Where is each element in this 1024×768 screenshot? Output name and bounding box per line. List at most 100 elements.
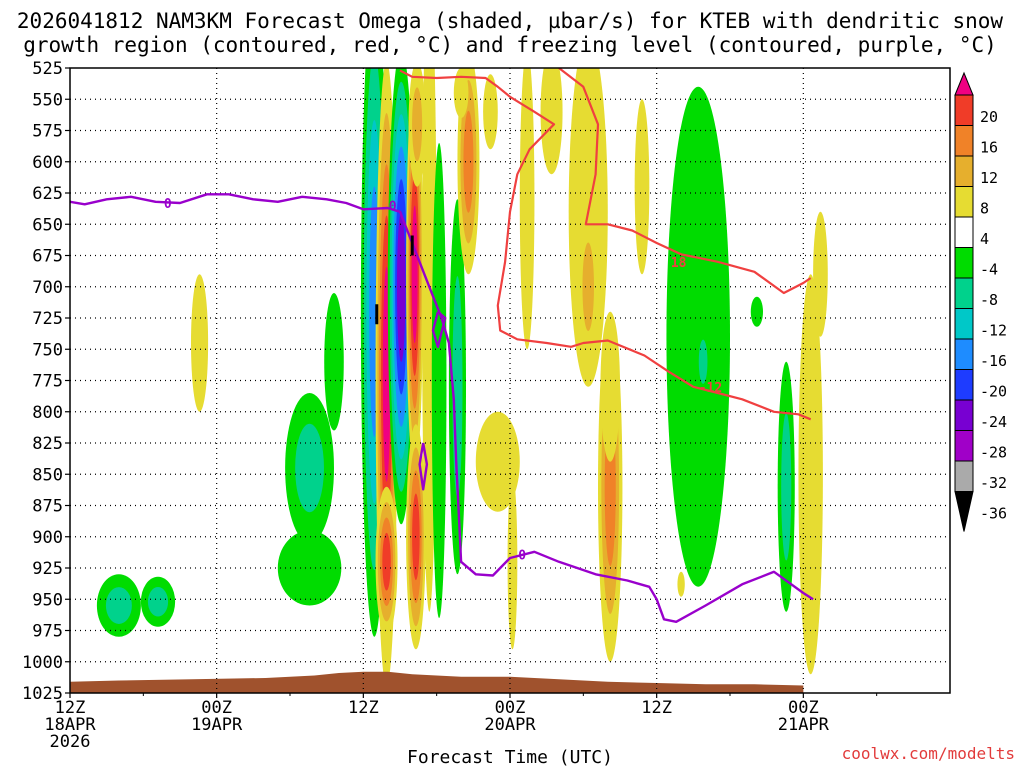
x-tick-label-5-1: 21APR [778, 715, 830, 735]
colorbar-bin-4 [954, 186, 974, 218]
contour-layer: 0 0 0 18 -12 [70, 68, 814, 623]
x-tick-label-4-0: 12Z [641, 698, 672, 718]
omega-cell-3-1 [295, 423, 324, 513]
colorbar-bin-9 [954, 338, 974, 370]
colorbar-label-5: -4 [980, 261, 998, 279]
y-tick-label-575: 575 [32, 122, 63, 142]
y-tick-label-1000: 1000 [22, 653, 63, 673]
y-tick-label-925: 925 [32, 559, 63, 579]
omega-cell-19-0 [475, 411, 520, 512]
dendritic-contour-1 [558, 68, 812, 295]
omega-cell-27-0 [634, 99, 650, 275]
chart-title-line1: 2026041812 NAM3KM Forecast Omega (shaded… [17, 9, 1004, 33]
y-tick-label-650: 650 [32, 215, 63, 235]
omega-cell-8-3 [382, 532, 391, 591]
colorbar-bin-8 [954, 308, 974, 340]
colorbar-label-6: -8 [980, 291, 998, 309]
y-tick-label-1025: 1025 [22, 684, 63, 704]
omega-cell-32-1 [781, 413, 792, 561]
terrain-fill [70, 671, 804, 693]
freezing-label-text-2: 0 [518, 548, 526, 563]
y-tick-label-775: 775 [32, 372, 63, 392]
colorbar-label-9: -20 [980, 383, 1007, 401]
omega-cell-22-0 [540, 68, 563, 175]
colorbar-label-8: -16 [980, 352, 1007, 370]
colorbar-bin-3 [954, 155, 974, 187]
colorbar-label-4: 4 [980, 230, 989, 248]
omega-cell-31-0 [677, 571, 685, 597]
colorbar-bin-7 [954, 277, 974, 309]
omega-cell-14-0 [431, 143, 447, 618]
colorbar-label-11: -28 [980, 444, 1007, 462]
colorbar-label-7: -12 [980, 322, 1007, 340]
y-tick-label-675: 675 [32, 247, 63, 267]
y-tick-label-800: 800 [32, 403, 63, 423]
omega-extreme-mark-1 [410, 235, 414, 256]
black-marks [375, 235, 414, 325]
omega-cell-21-0 [507, 474, 518, 650]
omega-cell-5-0 [324, 293, 344, 431]
y-tick-label-700: 700 [32, 278, 63, 298]
terrain-layer [70, 671, 804, 693]
chart-title-line2: growth region (contoured, red, °C) and f… [23, 33, 997, 57]
y-tick-label-900: 900 [32, 528, 63, 548]
colorbar-label-0: 20 [980, 108, 998, 126]
colorbar-bin-6 [954, 247, 974, 279]
omega-cell-24-1 [582, 242, 594, 331]
freezing-level-label-2: 0 [518, 548, 526, 563]
y-tick-label-825: 825 [32, 434, 63, 454]
y-tick-label-850: 850 [32, 465, 63, 485]
colorbar-bottom-triangle [954, 491, 974, 532]
omega-cell-20-0 [519, 68, 535, 350]
colorbar-label-10: -24 [980, 413, 1007, 431]
x-tick-label-3-1: 20APR [484, 715, 536, 735]
dendritic-label-1: -12 [699, 381, 722, 396]
omega-cell-10-4 [411, 205, 418, 344]
colorbar-label-12: -32 [980, 474, 1007, 492]
y-tick-label-875: 875 [32, 497, 63, 517]
colorbar-bin-1 [954, 94, 974, 126]
omega-cell-9-5 [396, 211, 406, 362]
y-axis-ticks: 525 550 575 600 625 650 675 700 725 750 775 800 825 8… [22, 59, 70, 704]
omega-cell-17-0 [453, 68, 469, 118]
colorbar-bin-5 [954, 216, 974, 248]
x-tick-label-0-2: 2026 [50, 732, 91, 752]
freezing-level-label-1: 0 [389, 200, 397, 215]
omega-shading [96, 68, 828, 687]
freezing-level-contour-1 [431, 310, 447, 348]
omega-cell-4-0 [277, 530, 342, 606]
x-tick-label-0-1: 18APR [44, 715, 96, 735]
x-tick-label-0-0: 12Z [55, 698, 86, 718]
y-tick-label-950: 950 [32, 590, 63, 610]
y-tick-label-975: 975 [32, 622, 63, 642]
y-tick-label-525: 525 [32, 59, 63, 79]
colorbar-bin-11 [954, 399, 974, 431]
colorbar-bin-12 [954, 430, 974, 462]
y-tick-label-550: 550 [32, 90, 63, 110]
x-tick-label-2-0: 12Z [348, 698, 379, 718]
colorbar-bin-13 [954, 460, 974, 492]
omega-cell-2-1 [147, 587, 169, 617]
colorbar-label-13: -36 [980, 505, 1007, 523]
freezing-level-label-0: 0 [164, 197, 172, 212]
omega-cell-26-0 [600, 311, 620, 462]
freezing-label-text-1: 0 [389, 200, 397, 215]
credit-text[interactable]: coolwx.com/modelts [842, 744, 1015, 763]
freezing-label-text-0: 0 [164, 197, 172, 212]
omega-cell-34-0 [813, 211, 828, 337]
omega-cell-30-0 [750, 296, 764, 327]
y-tick-label-750: 750 [32, 340, 63, 360]
colorbar-top-triangle [954, 71, 974, 96]
colorbar-bin-2 [954, 125, 974, 157]
x-tick-label-3-0: 00Z [495, 698, 526, 718]
y-tick-label-725: 725 [32, 309, 63, 329]
x-tick-label-5-0: 00Z [788, 698, 819, 718]
colorbar-label-3: 8 [980, 200, 989, 218]
omega-extreme-mark-0 [375, 304, 379, 325]
y-tick-label-625: 625 [32, 184, 63, 204]
colorbar-label-1: 16 [980, 139, 998, 157]
x-tick-label-1-0: 00Z [201, 698, 232, 718]
colorbar-label-2: 12 [980, 169, 998, 187]
